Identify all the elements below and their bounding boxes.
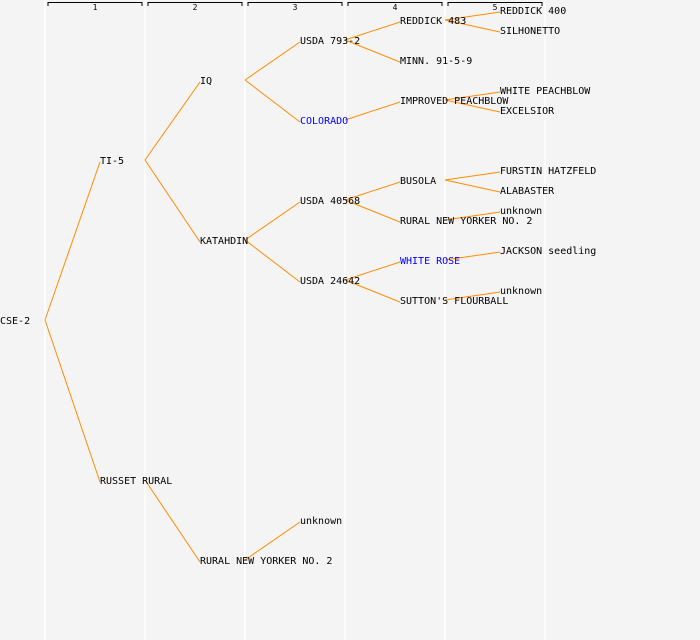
pedigree-node-label: USDA 793-2 — [300, 36, 360, 47]
pedigree-node-label: RURAL NEW YORKER NO. 2 — [200, 556, 332, 567]
pedigree-node-label: USDA 24642 — [300, 276, 360, 287]
pedigree-link — [144, 81, 201, 161]
pedigree-node-label: EXCELSIOR — [500, 106, 555, 117]
pedigree-node-label: BUSOLA — [400, 176, 436, 187]
pedigree-node-label: WHITE PEACHBLOW — [500, 86, 591, 97]
pedigree-node-label: IQ — [200, 76, 212, 87]
pedigree-link — [444, 211, 501, 221]
pedigree-link — [444, 171, 501, 181]
pedigree-node-label: REDDICK 400 — [500, 6, 566, 17]
pedigree-link — [244, 201, 301, 241]
pedigree-link — [344, 101, 401, 121]
generation-number: 1 — [93, 3, 98, 12]
pedigree-link — [444, 291, 501, 301]
pedigree-link — [244, 239, 301, 283]
generation-number: 2 — [193, 3, 198, 12]
pedigree-node-label: RUSSET RURAL — [100, 476, 172, 487]
pedigree-link — [344, 279, 401, 303]
pedigree-node-label: REDDICK 483 — [400, 16, 466, 27]
pedigree-link — [144, 159, 201, 243]
pedigree-link — [244, 79, 301, 123]
pedigree-node-label: SUTTON'S FLOURBALL — [400, 296, 508, 307]
pedigree-link — [244, 41, 301, 81]
pedigree-link — [444, 91, 501, 101]
generation-bracket — [147, 2, 243, 6]
pedigree-link — [344, 261, 401, 281]
pedigree-link — [344, 39, 401, 63]
pedigree-node-label: FURSTIN HATZFELD — [500, 166, 596, 177]
generation-number: 3 — [293, 3, 298, 12]
pedigree-node-label: JACKSON seedling — [500, 246, 596, 257]
generation-number: 4 — [393, 3, 398, 12]
generation-bracket — [447, 2, 543, 6]
pedigree-node-label: unknown — [300, 516, 342, 527]
pedigree-node-label: KATAHDIN — [200, 236, 248, 247]
generation-bracket — [47, 2, 143, 6]
pedigree-node-label: IMPROVED PEACHBLOW — [400, 96, 509, 107]
pedigree-link — [444, 251, 501, 261]
generation-bracket — [347, 2, 443, 6]
pedigree-link — [344, 199, 401, 223]
pedigree-link — [144, 479, 201, 563]
pedigree-link — [444, 11, 501, 21]
pedigree-link — [344, 181, 401, 201]
generation-bracket — [247, 2, 343, 6]
pedigree-link — [344, 21, 401, 41]
pedigree-node-label: unknown — [500, 286, 542, 297]
pedigree-link — [44, 161, 101, 321]
pedigree-link — [444, 99, 501, 113]
pedigree-node-label: TI-5 — [100, 156, 124, 167]
pedigree-link — [444, 179, 501, 193]
pedigree-node-label: SILHONETTO — [500, 26, 560, 37]
pedigree-link — [244, 521, 301, 561]
pedigree-node-label: unknown — [500, 206, 542, 217]
pedigree-node-label: COLORADO — [300, 116, 348, 127]
pedigree-link — [44, 319, 101, 483]
pedigree-node-label: RURAL NEW YORKER NO. 2 — [400, 216, 532, 227]
pedigree-node-label: USDA 40568 — [300, 196, 360, 207]
pedigree-node-label: CSE-2 — [0, 316, 30, 327]
pedigree-node-label: ALABASTER — [500, 186, 555, 197]
pedigree-node-label: MINN. 91-5-9 — [400, 56, 472, 67]
pedigree-link — [444, 19, 501, 33]
pedigree-node-label: WHITE ROSE — [400, 256, 460, 267]
generation-number: 5 — [493, 3, 498, 12]
